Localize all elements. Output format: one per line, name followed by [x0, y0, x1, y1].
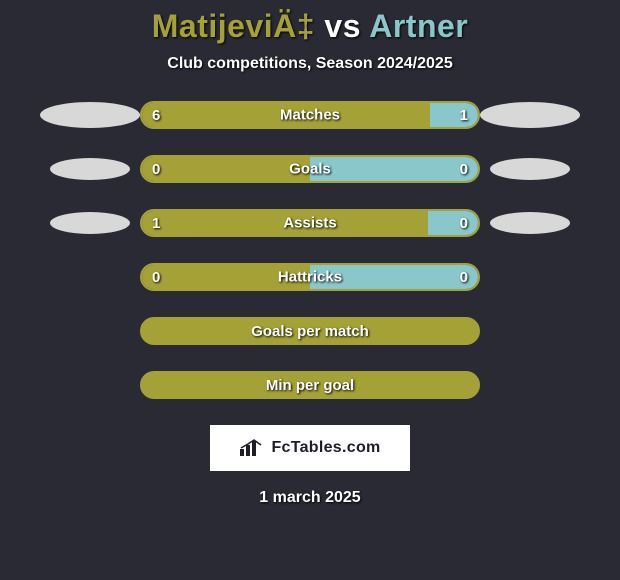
avatar-right [480, 259, 580, 295]
title-player1: MatijeviÄ‡ [152, 8, 315, 44]
stat-bar: 61Matches [140, 101, 480, 129]
stat-bar: 00Hattricks [140, 263, 480, 291]
stat-bar-left: 0 [142, 157, 310, 181]
avatar-left [40, 205, 140, 241]
stat-bar-left: 6 [142, 103, 430, 127]
stat-row: Goals per match [0, 313, 620, 349]
avatar-left [40, 97, 140, 133]
stat-bar: 10Assists [140, 209, 480, 237]
stat-label: Min per goal [266, 377, 354, 394]
avatar-right [480, 367, 580, 403]
chart-icon [239, 439, 265, 457]
stat-row: Min per goal [0, 367, 620, 403]
stat-row: 10Assists [0, 205, 620, 241]
avatar-right [480, 151, 580, 187]
stat-value-left: 6 [152, 107, 160, 124]
avatar-right [480, 97, 580, 133]
title-player2: Artner [369, 8, 468, 44]
source-badge: FcTables.com [210, 425, 410, 471]
stat-row: 00Hattricks [0, 259, 620, 295]
stat-value-left: 0 [152, 269, 160, 286]
stats-list: 61Matches00Goals10Assists00HattricksGoal… [0, 97, 620, 403]
stat-value-left: 1 [152, 215, 160, 232]
comparison-card: MatijeviÄ‡ vs Artner Club competitions, … [0, 0, 620, 507]
avatar-left [40, 367, 140, 403]
stat-value-right: 0 [460, 215, 468, 232]
stat-bar-left: 0 [142, 265, 310, 289]
stat-bar: Min per goal [140, 371, 480, 399]
avatar-left [40, 313, 140, 349]
stat-bar: Goals per match [140, 317, 480, 345]
stat-label: Goals per match [251, 323, 369, 340]
subtitle: Club competitions, Season 2024/2025 [0, 55, 620, 73]
avatar-left [40, 151, 140, 187]
stat-bar-left: 1 [142, 211, 428, 235]
stat-bar-right: 1 [430, 103, 478, 127]
avatar-right [480, 205, 580, 241]
stat-value-right: 0 [460, 161, 468, 178]
stat-row: 00Goals [0, 151, 620, 187]
stat-bar: 00Goals [140, 155, 480, 183]
stat-value-left: 0 [152, 161, 160, 178]
avatar-right [480, 313, 580, 349]
stat-bar-right: 0 [310, 157, 478, 181]
stat-row: 61Matches [0, 97, 620, 133]
stat-bar-right: 0 [310, 265, 478, 289]
stat-value-right: 1 [460, 107, 468, 124]
source-badge-text: FcTables.com [271, 439, 380, 457]
avatar-left [40, 259, 140, 295]
stat-value-right: 0 [460, 269, 468, 286]
date-label: 1 march 2025 [0, 489, 620, 507]
title-vs: vs [324, 8, 361, 44]
page-title: MatijeviÄ‡ vs Artner [0, 8, 620, 45]
stat-bar-right: 0 [428, 211, 478, 235]
